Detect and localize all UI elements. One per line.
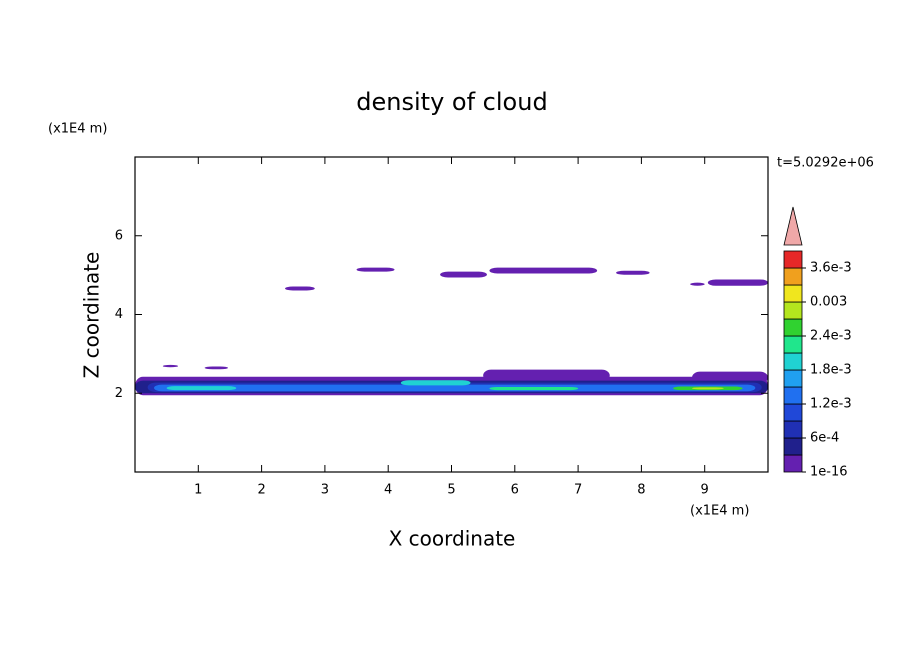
contour-patch	[400, 380, 471, 386]
colorbar-band	[783, 369, 803, 388]
colorbar-band	[783, 335, 803, 354]
colorbar-label: 1e-16	[810, 465, 848, 480]
colorbar-band	[783, 403, 803, 422]
colorbar-label: 1.8e-3	[810, 363, 852, 378]
x-tick-label: 4	[384, 483, 392, 498]
x-tick-label: 5	[447, 483, 455, 498]
contour-patch	[166, 386, 237, 391]
contour-patch	[489, 267, 598, 274]
contour-patch	[356, 267, 395, 272]
contour-patch	[690, 282, 705, 286]
x-tick-label: 2	[257, 483, 265, 498]
contour-patch	[285, 286, 315, 291]
colorbar-band	[783, 284, 803, 303]
y-tick-label: 6	[115, 228, 123, 243]
x-tick-label: 7	[574, 483, 582, 498]
x-axis-label: X coordinate	[389, 527, 516, 551]
x-tick-label: 8	[637, 483, 645, 498]
colorbar-band	[783, 301, 803, 320]
y-tick-label: 4	[115, 307, 123, 322]
x-unit: (x1E4 m)	[690, 504, 749, 519]
colorbar-over	[783, 206, 803, 246]
contour-patch	[153, 384, 756, 392]
y-unit: (x1E4 m)	[48, 122, 107, 137]
contour-patch	[162, 364, 179, 368]
y-axis-label: Z coordinate	[80, 252, 104, 379]
colorbar-label: 0.003	[810, 295, 847, 310]
colorbar-band	[783, 420, 803, 439]
x-tick-label: 3	[321, 483, 329, 498]
colorbar-band	[783, 267, 803, 286]
colorbar-band	[783, 250, 803, 269]
colorbar-band	[783, 386, 803, 405]
colorbar-band	[783, 437, 803, 456]
plot-frame	[134, 156, 769, 473]
colorbar-label: 3.6e-3	[810, 261, 852, 276]
x-tick-label: 6	[511, 483, 519, 498]
x-tick-label: 9	[701, 483, 709, 498]
contour-patch	[489, 386, 579, 391]
colorbar-label: 1.2e-3	[810, 397, 852, 412]
colorbar-band	[783, 318, 803, 337]
time-label: t=5.0292e+06	[777, 156, 874, 171]
colorbar-label: 2.4e-3	[810, 329, 852, 344]
contour-patch	[707, 279, 768, 286]
contour-patch	[204, 366, 229, 370]
colorbar-band	[783, 352, 803, 371]
contour-patch	[692, 387, 724, 390]
y-tick-label: 2	[115, 386, 123, 401]
chart-title: density of cloud	[356, 88, 547, 116]
contour-patch	[616, 270, 650, 275]
colorbar-label: 6e-4	[810, 431, 839, 446]
x-tick-label: 1	[194, 483, 202, 498]
colorbar-band	[783, 454, 803, 473]
contour-patch	[440, 271, 487, 278]
